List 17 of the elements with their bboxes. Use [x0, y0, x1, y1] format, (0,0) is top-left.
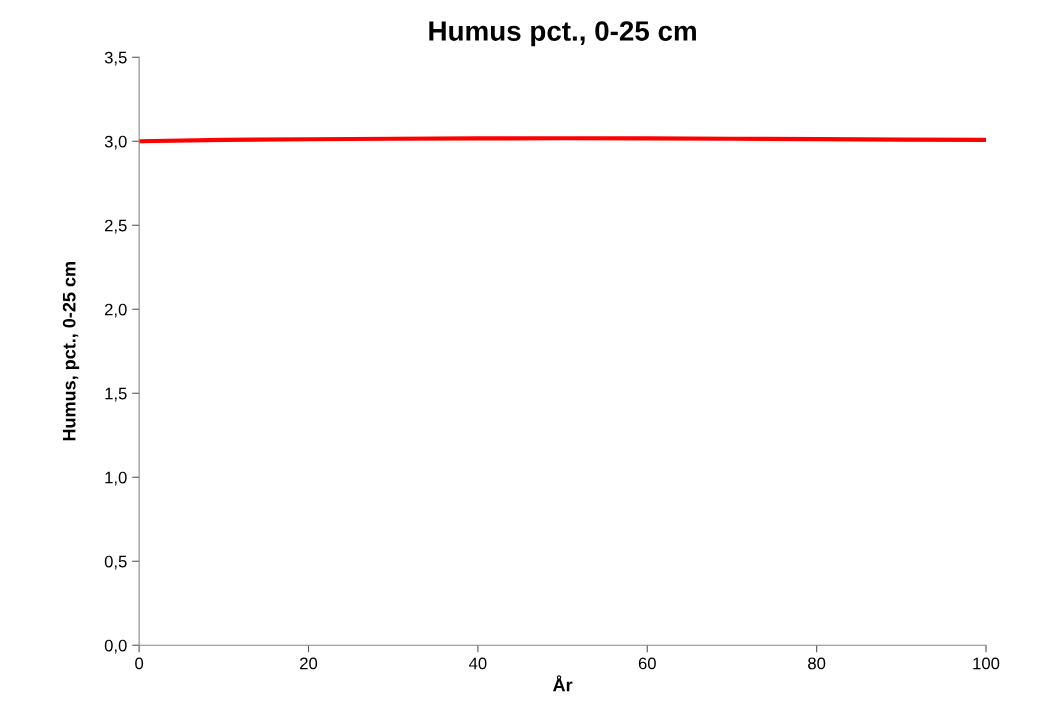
chart-title: Humus pct., 0-25 cm: [429, 21, 696, 47]
x-tick-label: 100: [973, 657, 1000, 670]
x-axis-title: År: [552, 675, 573, 692]
y-tick-label: 2,5: [104, 219, 127, 234]
x-tick-label: 40: [469, 657, 487, 670]
y-tick-label: 0,0: [104, 639, 127, 654]
y-tick-label: 3,5: [104, 51, 127, 66]
y-tick-label: 3,0: [104, 135, 127, 150]
x-tick-label: 0: [135, 657, 144, 670]
y-tick-label: 1,5: [105, 387, 127, 402]
x-tick-label: 80: [808, 657, 826, 670]
x-tick-label: 60: [638, 657, 656, 670]
y-tick-label: 2,0: [104, 303, 127, 318]
y-axis-title: Humus, pct., 0-25 cm: [62, 262, 80, 441]
y-tick-label: 1,0: [105, 471, 127, 486]
x-tick-label: 20: [300, 657, 318, 670]
y-tick-label: 0,5: [104, 555, 127, 570]
